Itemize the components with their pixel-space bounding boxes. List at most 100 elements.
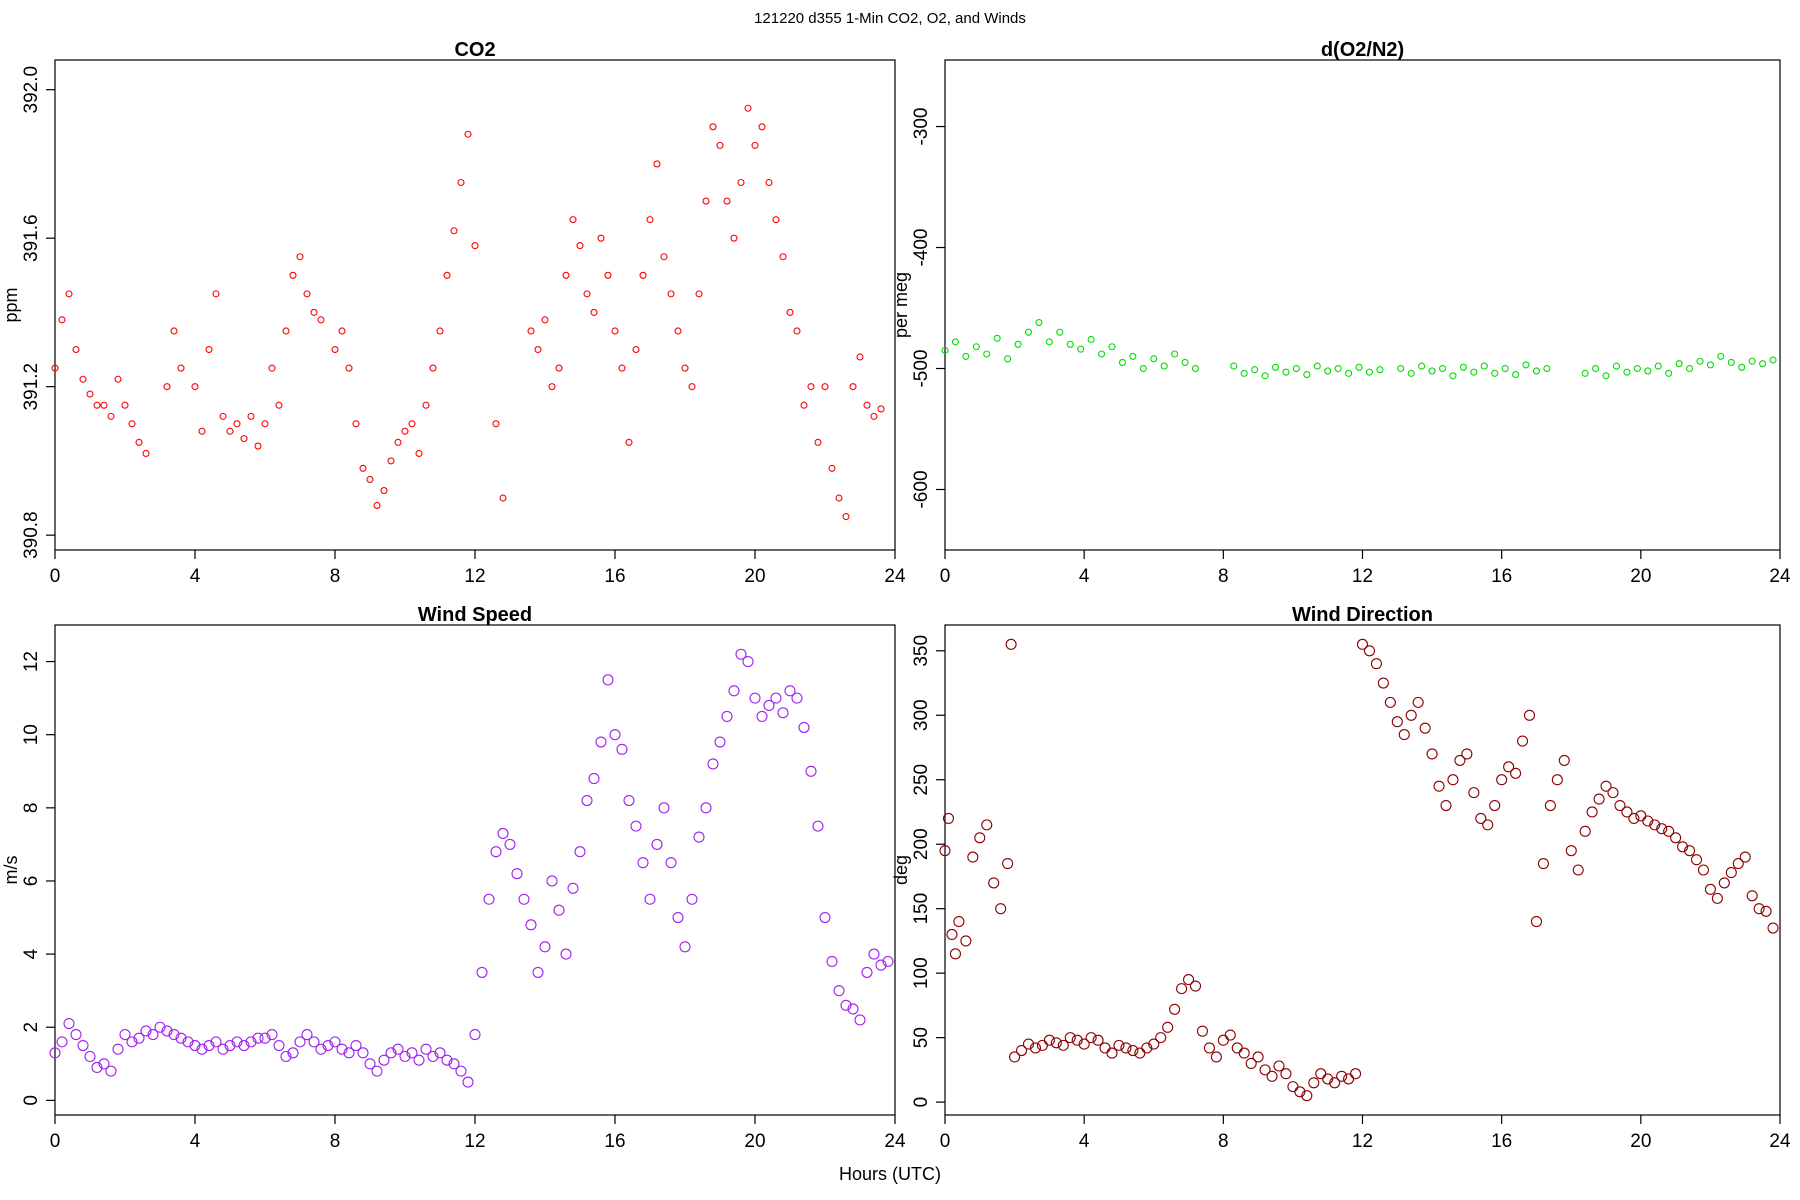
data-point-wind_direction [1308, 1077, 1320, 1089]
x-tick-label-co2: 4 [190, 566, 201, 587]
data-point-co2 [702, 197, 710, 205]
data-point-wind_speed [707, 758, 719, 770]
data-point-co2 [219, 412, 227, 420]
data-point-wind_speed [847, 1003, 859, 1015]
data-point-wind_speed [63, 1018, 75, 1030]
data-point-o2 [1738, 363, 1746, 371]
data-point-wind_direction [1189, 980, 1202, 992]
data-point-wind_direction [1120, 1042, 1132, 1054]
data-point-co2 [142, 449, 150, 458]
data-point-wind_speed [812, 820, 824, 832]
data-point-wind_direction [1468, 787, 1480, 799]
data-point-wind_direction [1071, 1034, 1083, 1046]
data-point-wind_direction [1544, 799, 1556, 812]
data-point-wind_speed [441, 1054, 453, 1066]
data-point-wind_speed [749, 692, 761, 704]
data-point-wind_direction [1162, 1021, 1174, 1033]
data-point-wind_speed [364, 1058, 376, 1070]
x-tick-label-wind_direction: 12 [1352, 1131, 1373, 1152]
data-point-co2 [835, 494, 843, 502]
data-point-wind_speed [553, 904, 565, 916]
data-point-wind_speed [735, 648, 747, 660]
figure-xlabel: Hours (UTC) [839, 1164, 941, 1184]
data-point-o2 [1685, 364, 1694, 373]
data-point-wind_speed [252, 1032, 264, 1044]
data-point-wind_speed [742, 656, 754, 668]
data-point-co2 [793, 327, 801, 335]
data-point-wind_speed [357, 1047, 369, 1059]
data-point-o2 [972, 343, 980, 351]
data-point-o2 [1355, 363, 1363, 371]
data-point-wind_speed [448, 1058, 460, 1070]
data-point-o2 [1512, 371, 1520, 379]
data-point-co2 [737, 178, 745, 187]
data-point-wind_speed [567, 882, 579, 894]
y-tick-label-wind_direction: 150 [911, 893, 932, 925]
data-point-co2 [821, 383, 829, 391]
data-point-co2 [499, 494, 507, 502]
data-point-co2 [107, 412, 115, 420]
data-point-wind_speed [77, 1039, 89, 1052]
data-point-wind_speed [49, 1047, 61, 1059]
data-point-co2 [373, 501, 381, 510]
data-point-o2 [1334, 364, 1342, 373]
data-point-co2 [758, 123, 766, 131]
data-point-wind_direction [1537, 858, 1549, 870]
data-point-o2 [1654, 362, 1662, 370]
data-point-o2 [1491, 369, 1499, 377]
data-point-o2 [1282, 368, 1290, 376]
data-point-o2 [1118, 358, 1126, 367]
data-point-co2 [247, 412, 255, 420]
data-point-o2 [1129, 352, 1137, 360]
data-point-co2 [548, 383, 556, 391]
y-tick-label-wind_speed: 2 [21, 1022, 42, 1033]
data-point-wind_direction [1523, 709, 1536, 721]
y-tick-label-wind_direction: 100 [911, 957, 932, 989]
data-point-o2 [1139, 364, 1147, 373]
data-point-wind_speed [840, 999, 852, 1011]
data-point-wind_speed [126, 1036, 138, 1048]
data-point-wind_speed [511, 868, 523, 880]
data-point-co2 [723, 197, 731, 205]
data-point-co2 [79, 375, 87, 383]
data-point-o2 [1438, 364, 1447, 373]
data-point-wind_speed [721, 710, 733, 722]
data-point-wind_direction [1433, 780, 1445, 792]
data-point-co2 [233, 420, 241, 428]
data-point-co2 [303, 290, 311, 298]
data-point-wind_direction [1301, 1090, 1313, 1102]
data-point-wind_direction [1176, 983, 1188, 995]
data-point-wind_direction [1482, 819, 1494, 831]
data-point-o2 [1428, 367, 1436, 375]
y-tick-label-wind_direction: 0 [911, 1097, 932, 1108]
data-point-o2 [1459, 363, 1467, 371]
data-point-o2 [1644, 367, 1652, 375]
data-point-wind_direction [995, 903, 1007, 915]
panel-o2: d(O2/N2) 0 4 8 12 16 20 24 -300 -400 -500 -600 per m… [891, 39, 1791, 587]
x-tick-label-o2: 0 [940, 566, 951, 587]
y-tick-label-wind_direction: 50 [911, 1027, 932, 1048]
data-point-co2 [576, 242, 584, 250]
data-point-wind_direction [953, 916, 965, 928]
data-point-co2 [625, 438, 633, 446]
data-point-wind_direction [1711, 892, 1723, 904]
x-tick-label-wind_speed: 0 [50, 1131, 61, 1152]
data-point-co2 [135, 438, 143, 446]
x-tick-label-wind_speed: 8 [330, 1131, 341, 1152]
data-point-wind_direction [1739, 851, 1751, 863]
data-point-co2 [660, 253, 668, 261]
data-point-co2 [51, 364, 59, 372]
data-point-co2 [226, 427, 234, 435]
data-point-co2 [352, 420, 360, 428]
data-point-co2 [198, 427, 206, 435]
y-tick-label-o2: -300 [911, 108, 932, 146]
panel-title-o2: d(O2/N2) [1321, 39, 1404, 61]
data-point-co2 [254, 442, 262, 450]
data-point-wind_direction [1092, 1034, 1104, 1046]
data-point-wind_direction [1496, 774, 1508, 786]
x-tick-label-wind_speed: 24 [884, 1131, 906, 1152]
data-point-co2 [807, 383, 815, 391]
x-tick-label-wind_direction: 8 [1218, 1131, 1229, 1152]
